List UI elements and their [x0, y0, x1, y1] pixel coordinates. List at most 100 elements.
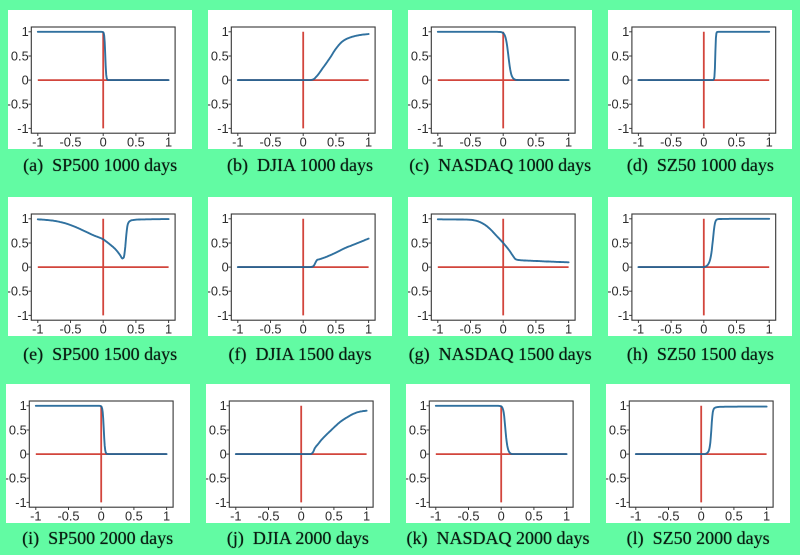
svg-text:-1: -1 — [232, 321, 243, 335]
svg-text:0.5: 0.5 — [8, 422, 26, 437]
svg-text:-1: -1 — [633, 321, 644, 335]
svg-text:-0.5: -0.5 — [6, 471, 27, 486]
svg-text:-0.5: -0.5 — [60, 134, 82, 148]
svg-text:-1: -1 — [417, 308, 428, 323]
svg-text:0.5: 0.5 — [728, 321, 746, 335]
svg-text:-1: -1 — [633, 134, 644, 148]
svg-text:-1: -1 — [15, 495, 26, 510]
svg-text:-1: -1 — [32, 321, 43, 335]
svg-text:0: 0 — [420, 447, 427, 462]
svg-text:-1: -1 — [618, 121, 629, 136]
svg-text:-0.5: -0.5 — [660, 321, 682, 335]
svg-text:0.5: 0.5 — [527, 321, 545, 335]
svg-text:0.5: 0.5 — [11, 48, 29, 63]
svg-text:0.5: 0.5 — [327, 134, 345, 148]
svg-text:0: 0 — [701, 134, 708, 148]
svg-text:0.5: 0.5 — [209, 422, 227, 437]
svg-text:-0.5: -0.5 — [408, 97, 429, 112]
svg-text:-0.5: -0.5 — [460, 321, 482, 335]
svg-text:-0.5: -0.5 — [257, 508, 279, 522]
svg-text:0.5: 0.5 — [609, 422, 627, 437]
svg-text:1: 1 — [363, 508, 370, 522]
svg-text:-1: -1 — [630, 508, 641, 522]
svg-text:-0.5: -0.5 — [259, 134, 281, 148]
svg-text:0.5: 0.5 — [411, 235, 429, 250]
svg-text:1: 1 — [565, 321, 572, 335]
svg-text:0.5: 0.5 — [211, 235, 229, 250]
svg-text:1: 1 — [420, 398, 427, 413]
svg-text:0.5: 0.5 — [125, 508, 143, 522]
svg-text:1: 1 — [165, 321, 172, 335]
svg-text:0.5: 0.5 — [612, 48, 630, 63]
svg-text:0.5: 0.5 — [211, 48, 229, 63]
svg-text:0: 0 — [623, 260, 630, 275]
svg-text:1: 1 — [422, 24, 429, 39]
svg-text:-0.5: -0.5 — [660, 134, 682, 148]
svg-text:1: 1 — [365, 134, 372, 148]
svg-text:-0.5: -0.5 — [408, 284, 429, 299]
svg-text:-1: -1 — [615, 495, 626, 510]
svg-text:0: 0 — [623, 73, 630, 88]
svg-text:1: 1 — [219, 398, 226, 413]
svg-text:0: 0 — [219, 447, 226, 462]
svg-text:0: 0 — [22, 73, 29, 88]
svg-text:-1: -1 — [215, 495, 226, 510]
svg-text:0.5: 0.5 — [325, 508, 343, 522]
svg-text:0: 0 — [300, 321, 307, 335]
svg-text:0.5: 0.5 — [327, 321, 345, 335]
svg-text:0: 0 — [100, 134, 107, 148]
svg-text:-0.5: -0.5 — [57, 508, 79, 522]
svg-text:-0.5: -0.5 — [8, 284, 29, 299]
svg-text:0.5: 0.5 — [525, 508, 543, 522]
svg-text:0: 0 — [19, 447, 26, 462]
svg-text:-1: -1 — [230, 508, 241, 522]
svg-text:1: 1 — [165, 134, 172, 148]
svg-text:0: 0 — [500, 134, 507, 148]
svg-text:-0.5: -0.5 — [206, 471, 227, 486]
svg-text:0.5: 0.5 — [612, 235, 630, 250]
svg-text:0.5: 0.5 — [127, 134, 145, 148]
svg-text:1: 1 — [163, 508, 170, 522]
svg-text:0.5: 0.5 — [527, 134, 545, 148]
svg-text:0.5: 0.5 — [725, 508, 743, 522]
svg-text:-1: -1 — [618, 308, 629, 323]
svg-text:1: 1 — [22, 211, 29, 226]
svg-text:0: 0 — [422, 260, 429, 275]
svg-text:1: 1 — [365, 321, 372, 335]
svg-text:0.5: 0.5 — [728, 134, 746, 148]
svg-text:1: 1 — [763, 508, 770, 522]
svg-text:1: 1 — [222, 24, 229, 39]
svg-text:1: 1 — [766, 321, 773, 335]
svg-text:-1: -1 — [17, 308, 28, 323]
svg-text:0: 0 — [498, 508, 505, 522]
svg-text:-1: -1 — [217, 308, 228, 323]
svg-text:1: 1 — [623, 24, 630, 39]
svg-text:0.5: 0.5 — [409, 422, 427, 437]
svg-text:-0.5: -0.5 — [208, 97, 229, 112]
svg-text:-0.5: -0.5 — [60, 321, 82, 335]
svg-text:1: 1 — [565, 134, 572, 148]
svg-text:0: 0 — [701, 321, 708, 335]
svg-text:1: 1 — [422, 211, 429, 226]
svg-text:-0.5: -0.5 — [460, 134, 482, 148]
svg-text:1: 1 — [620, 398, 627, 413]
svg-text:-0.5: -0.5 — [406, 471, 427, 486]
svg-text:-1: -1 — [432, 134, 443, 148]
svg-text:-0.5: -0.5 — [259, 321, 281, 335]
svg-text:1: 1 — [222, 211, 229, 226]
svg-text:0: 0 — [97, 508, 104, 522]
svg-text:-1: -1 — [430, 508, 441, 522]
svg-text:-1: -1 — [217, 121, 228, 136]
svg-text:0.5: 0.5 — [127, 321, 145, 335]
svg-text:0: 0 — [422, 73, 429, 88]
svg-text:1: 1 — [766, 134, 773, 148]
svg-text:0: 0 — [298, 508, 305, 522]
svg-text:-1: -1 — [30, 508, 41, 522]
svg-text:0: 0 — [698, 508, 705, 522]
svg-text:1: 1 — [22, 24, 29, 39]
svg-text:1: 1 — [19, 398, 26, 413]
svg-text:-0.5: -0.5 — [8, 97, 29, 112]
svg-text:-1: -1 — [232, 134, 243, 148]
svg-text:-0.5: -0.5 — [658, 508, 680, 522]
svg-text:-0.5: -0.5 — [208, 284, 229, 299]
